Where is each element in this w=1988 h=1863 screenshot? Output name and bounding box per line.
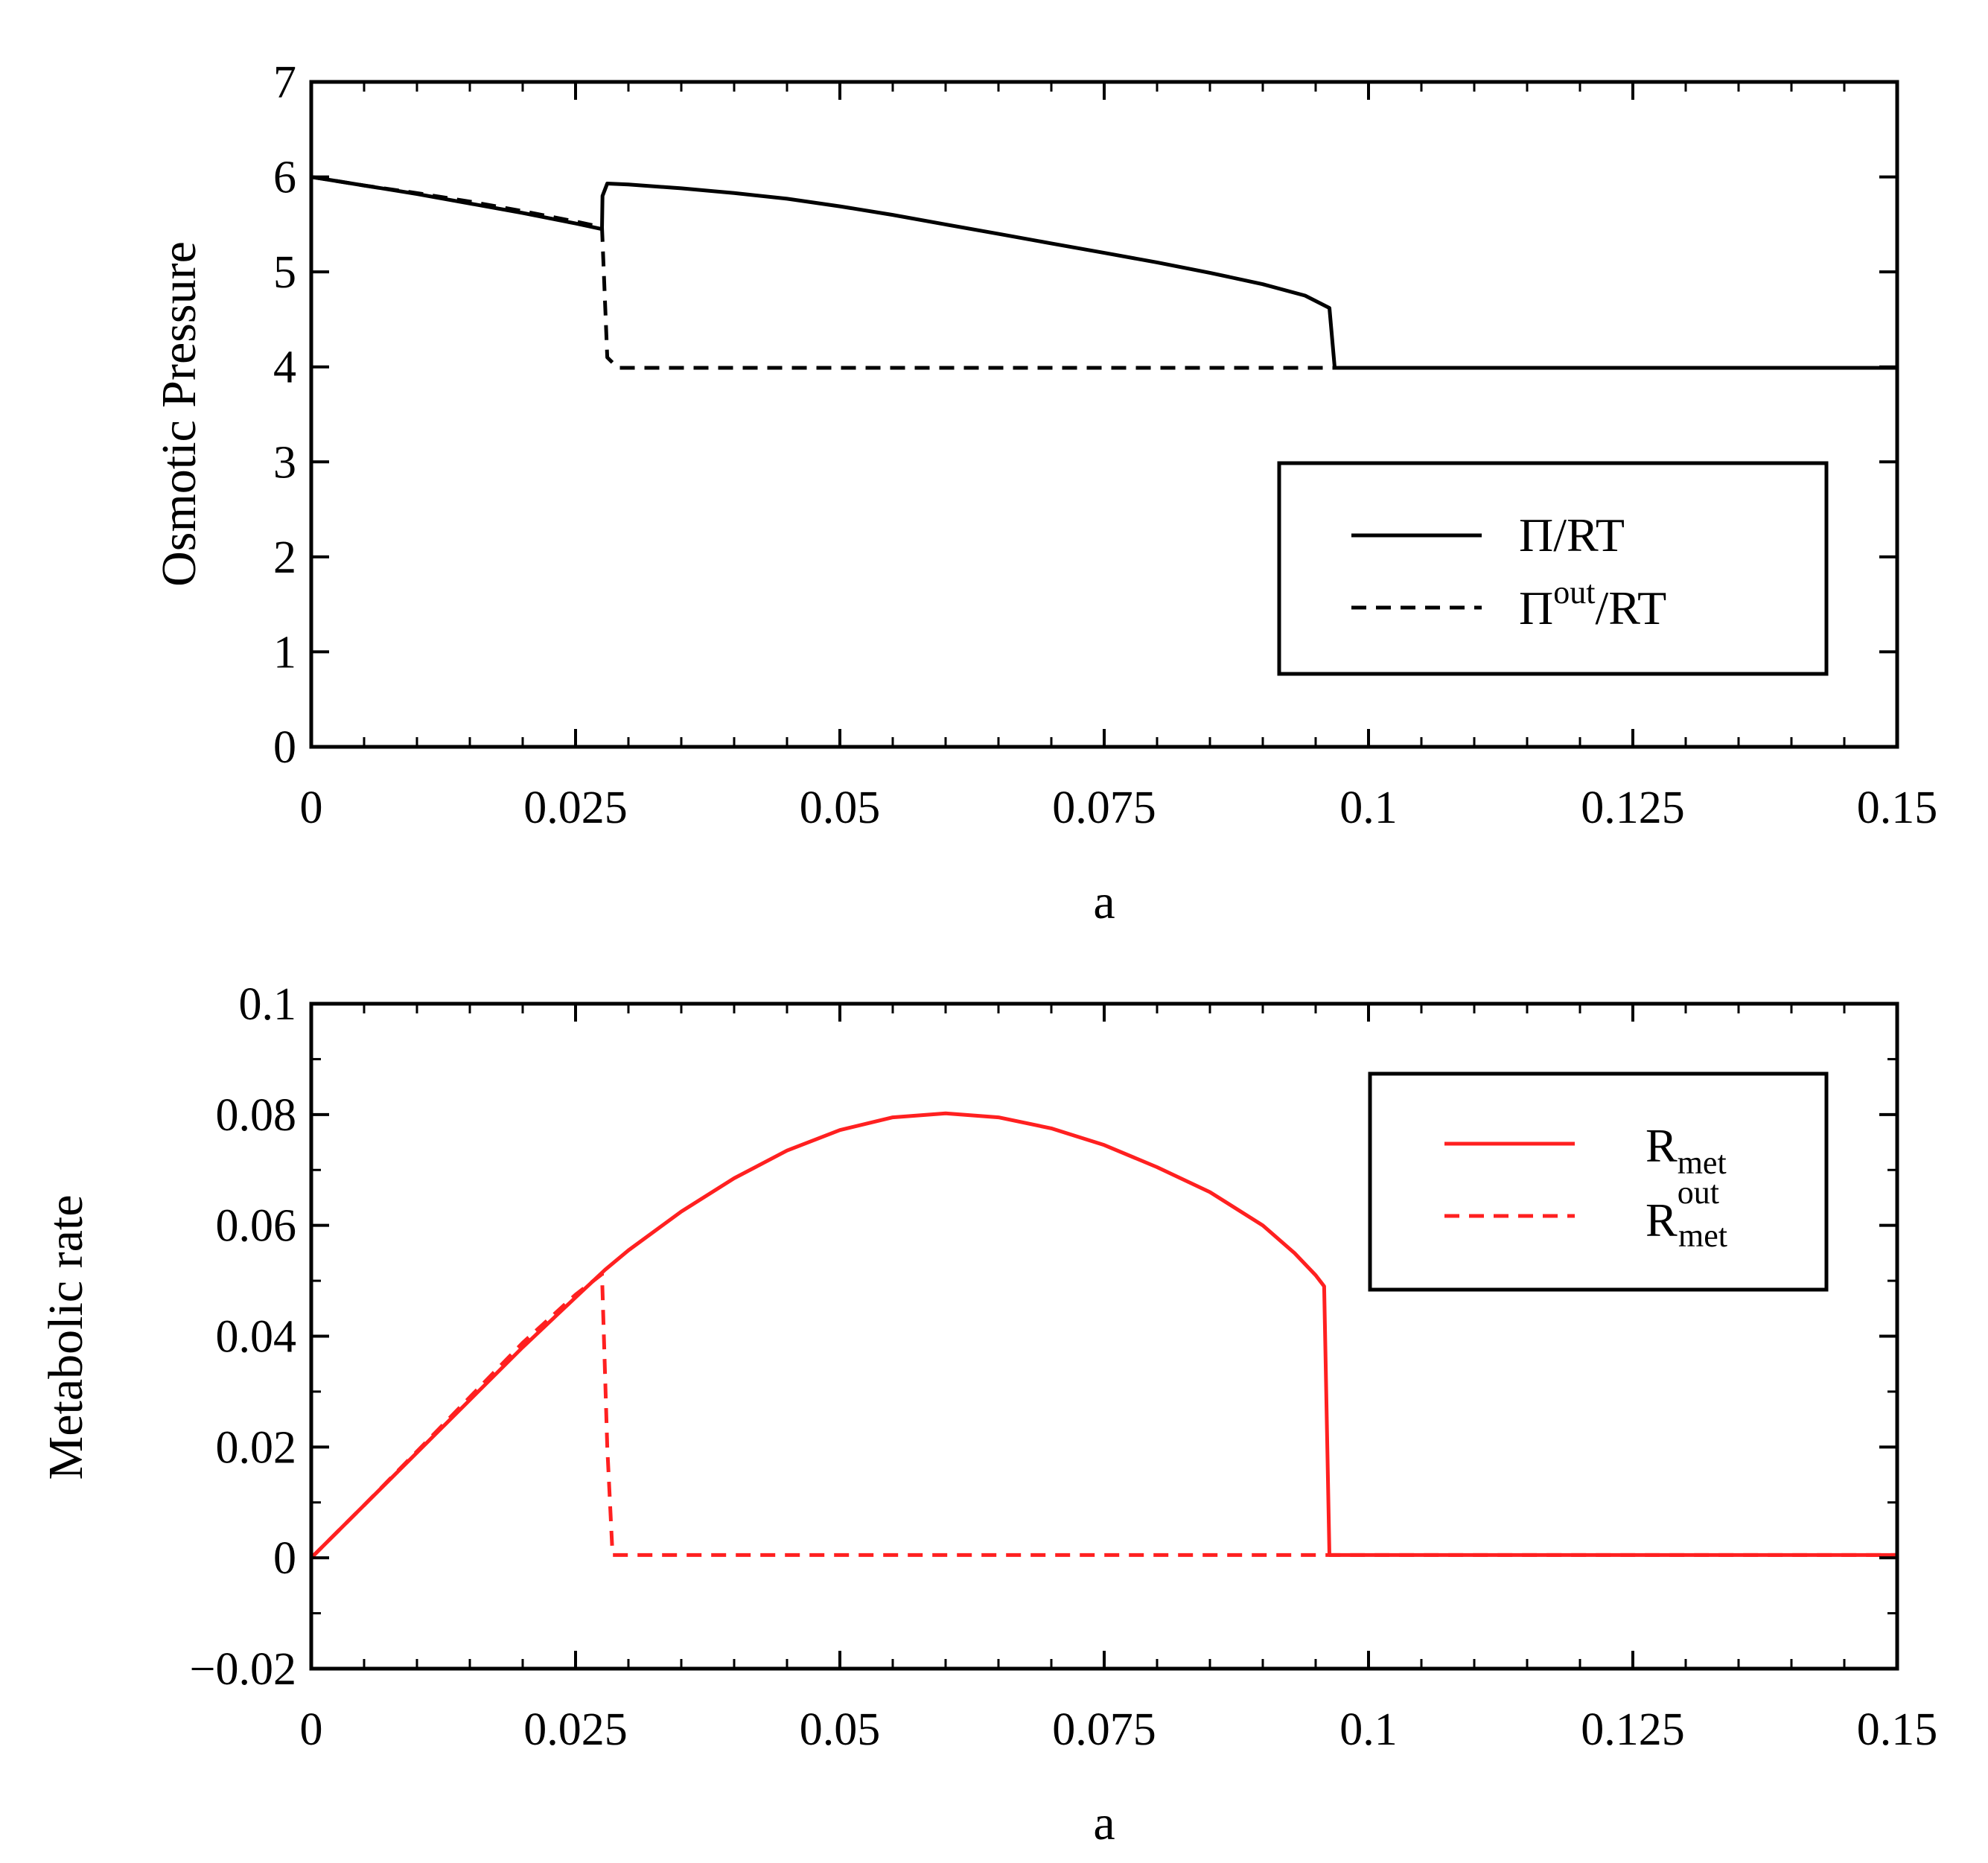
osmotic-x-axis-label: a xyxy=(1093,875,1115,929)
metabolic-y-tick-label: 0.08 xyxy=(216,1090,297,1141)
metabolic-x-tick-label: 0.075 xyxy=(1052,1704,1156,1755)
metabolic-x-tick-label: 0.1 xyxy=(1339,1704,1398,1755)
metabolic-series-layer xyxy=(310,1111,1897,1559)
metabolic-legend-box xyxy=(1368,1071,1829,1292)
metabolic-y-tick-label: 0 xyxy=(273,1533,296,1584)
metabolic-y-tick-label: 0.1 xyxy=(239,979,297,1030)
osmotic-legend-box xyxy=(1277,461,1829,676)
osmotic-x-tick-label: 0 xyxy=(300,783,323,833)
osmotic-ticks-layer: 0 0.025 0.05 0.075 0.1 0.125 0.15 0 1 2 3 4 5 6 7 xyxy=(273,57,1937,833)
legend-label-pi-rt: Π/RT xyxy=(1519,509,1625,561)
osmotic-x-tick-label: 0.025 xyxy=(523,783,628,833)
osmotic-y-tick-label: 3 xyxy=(273,437,296,488)
osmotic-series-main xyxy=(310,175,1897,370)
osmotic-x-tick-label: 0.125 xyxy=(1581,783,1685,833)
metabolic-x-tick-label: 0.125 xyxy=(1581,1704,1685,1755)
osmotic-series-outside xyxy=(310,175,1897,370)
metabolic-rate-chart: 0 0.025 0.05 0.075 0.1 0.125 0.15−0.0200.020.0… xyxy=(39,979,1937,1850)
metabolic-y-axis-label: Metabolic rate xyxy=(39,1195,93,1480)
metabolic-x-tick-label: 0.025 xyxy=(523,1704,628,1755)
osmotic-x-tick-label: 0.1 xyxy=(1339,783,1398,833)
legend-label-r-met-out: Rout met xyxy=(1645,1174,1727,1254)
metabolic-y-tick-label: 0.02 xyxy=(216,1422,297,1473)
osmotic-series-layer xyxy=(310,175,1897,370)
osmotic-y-tick-label: 6 xyxy=(273,153,296,203)
osmotic-y-axis-label: Osmotic Pressure xyxy=(152,241,206,587)
legend-label-r-met: Rmet xyxy=(1645,1119,1727,1181)
osmotic-y-tick-label: 7 xyxy=(273,57,296,108)
osmotic-x-tick-label: 0.15 xyxy=(1857,783,1938,833)
osmotic-pressure-chart: 0 0.025 0.05 0.075 0.1 0.125 0.15 0 1 2 3 4 5 6 7 a Os… xyxy=(152,57,1937,929)
metabolic-x-tick-label: 0.05 xyxy=(800,1704,881,1755)
osmotic-legend: Π/RT Πout/RT xyxy=(1277,461,1829,676)
metabolic-y-tick-label: 0.06 xyxy=(216,1201,297,1252)
osmotic-x-tick-label: 0.05 xyxy=(800,783,881,833)
metabolic-y-tick-label: −0.02 xyxy=(190,1644,296,1695)
metabolic-x-axis-label: a xyxy=(1093,1796,1115,1850)
osmotic-y-tick-label: 4 xyxy=(273,343,296,393)
osmotic-y-tick-label: 1 xyxy=(273,627,296,678)
osmotic-x-tick-label: 0.075 xyxy=(1052,783,1156,833)
metabolic-legend: Rmet Rout met xyxy=(1368,1071,1829,1292)
osmotic-y-tick-label: 2 xyxy=(273,532,296,583)
metabolic-y-tick-label: 0.04 xyxy=(216,1312,297,1363)
metabolic-x-tick-label: 0 xyxy=(300,1704,323,1755)
metabolic-series-main xyxy=(310,1111,1897,1559)
metabolic-x-tick-label: 0.15 xyxy=(1857,1704,1938,1755)
metabolic-ticks-layer: 0 0.025 0.05 0.075 0.1 0.125 0.15−0.0200.020.0… xyxy=(190,979,1938,1755)
metabolic-series-outside xyxy=(310,1272,1897,1559)
legend-label-pi-out-rt: Πout/RT xyxy=(1519,574,1666,634)
osmotic-y-tick-label: 0 xyxy=(273,722,296,773)
osmotic-y-tick-label: 5 xyxy=(273,247,296,298)
